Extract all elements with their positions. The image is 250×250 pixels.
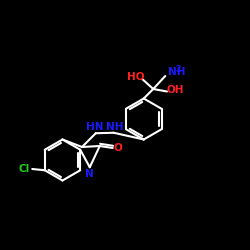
Text: NH: NH bbox=[106, 122, 124, 132]
Text: O: O bbox=[114, 143, 123, 153]
Text: OH: OH bbox=[166, 85, 184, 95]
Text: HO: HO bbox=[126, 72, 144, 82]
Text: NH: NH bbox=[168, 66, 185, 76]
Text: N: N bbox=[85, 169, 94, 179]
Text: 2: 2 bbox=[175, 64, 180, 74]
Text: HN: HN bbox=[86, 122, 104, 132]
Text: Cl: Cl bbox=[18, 164, 30, 173]
